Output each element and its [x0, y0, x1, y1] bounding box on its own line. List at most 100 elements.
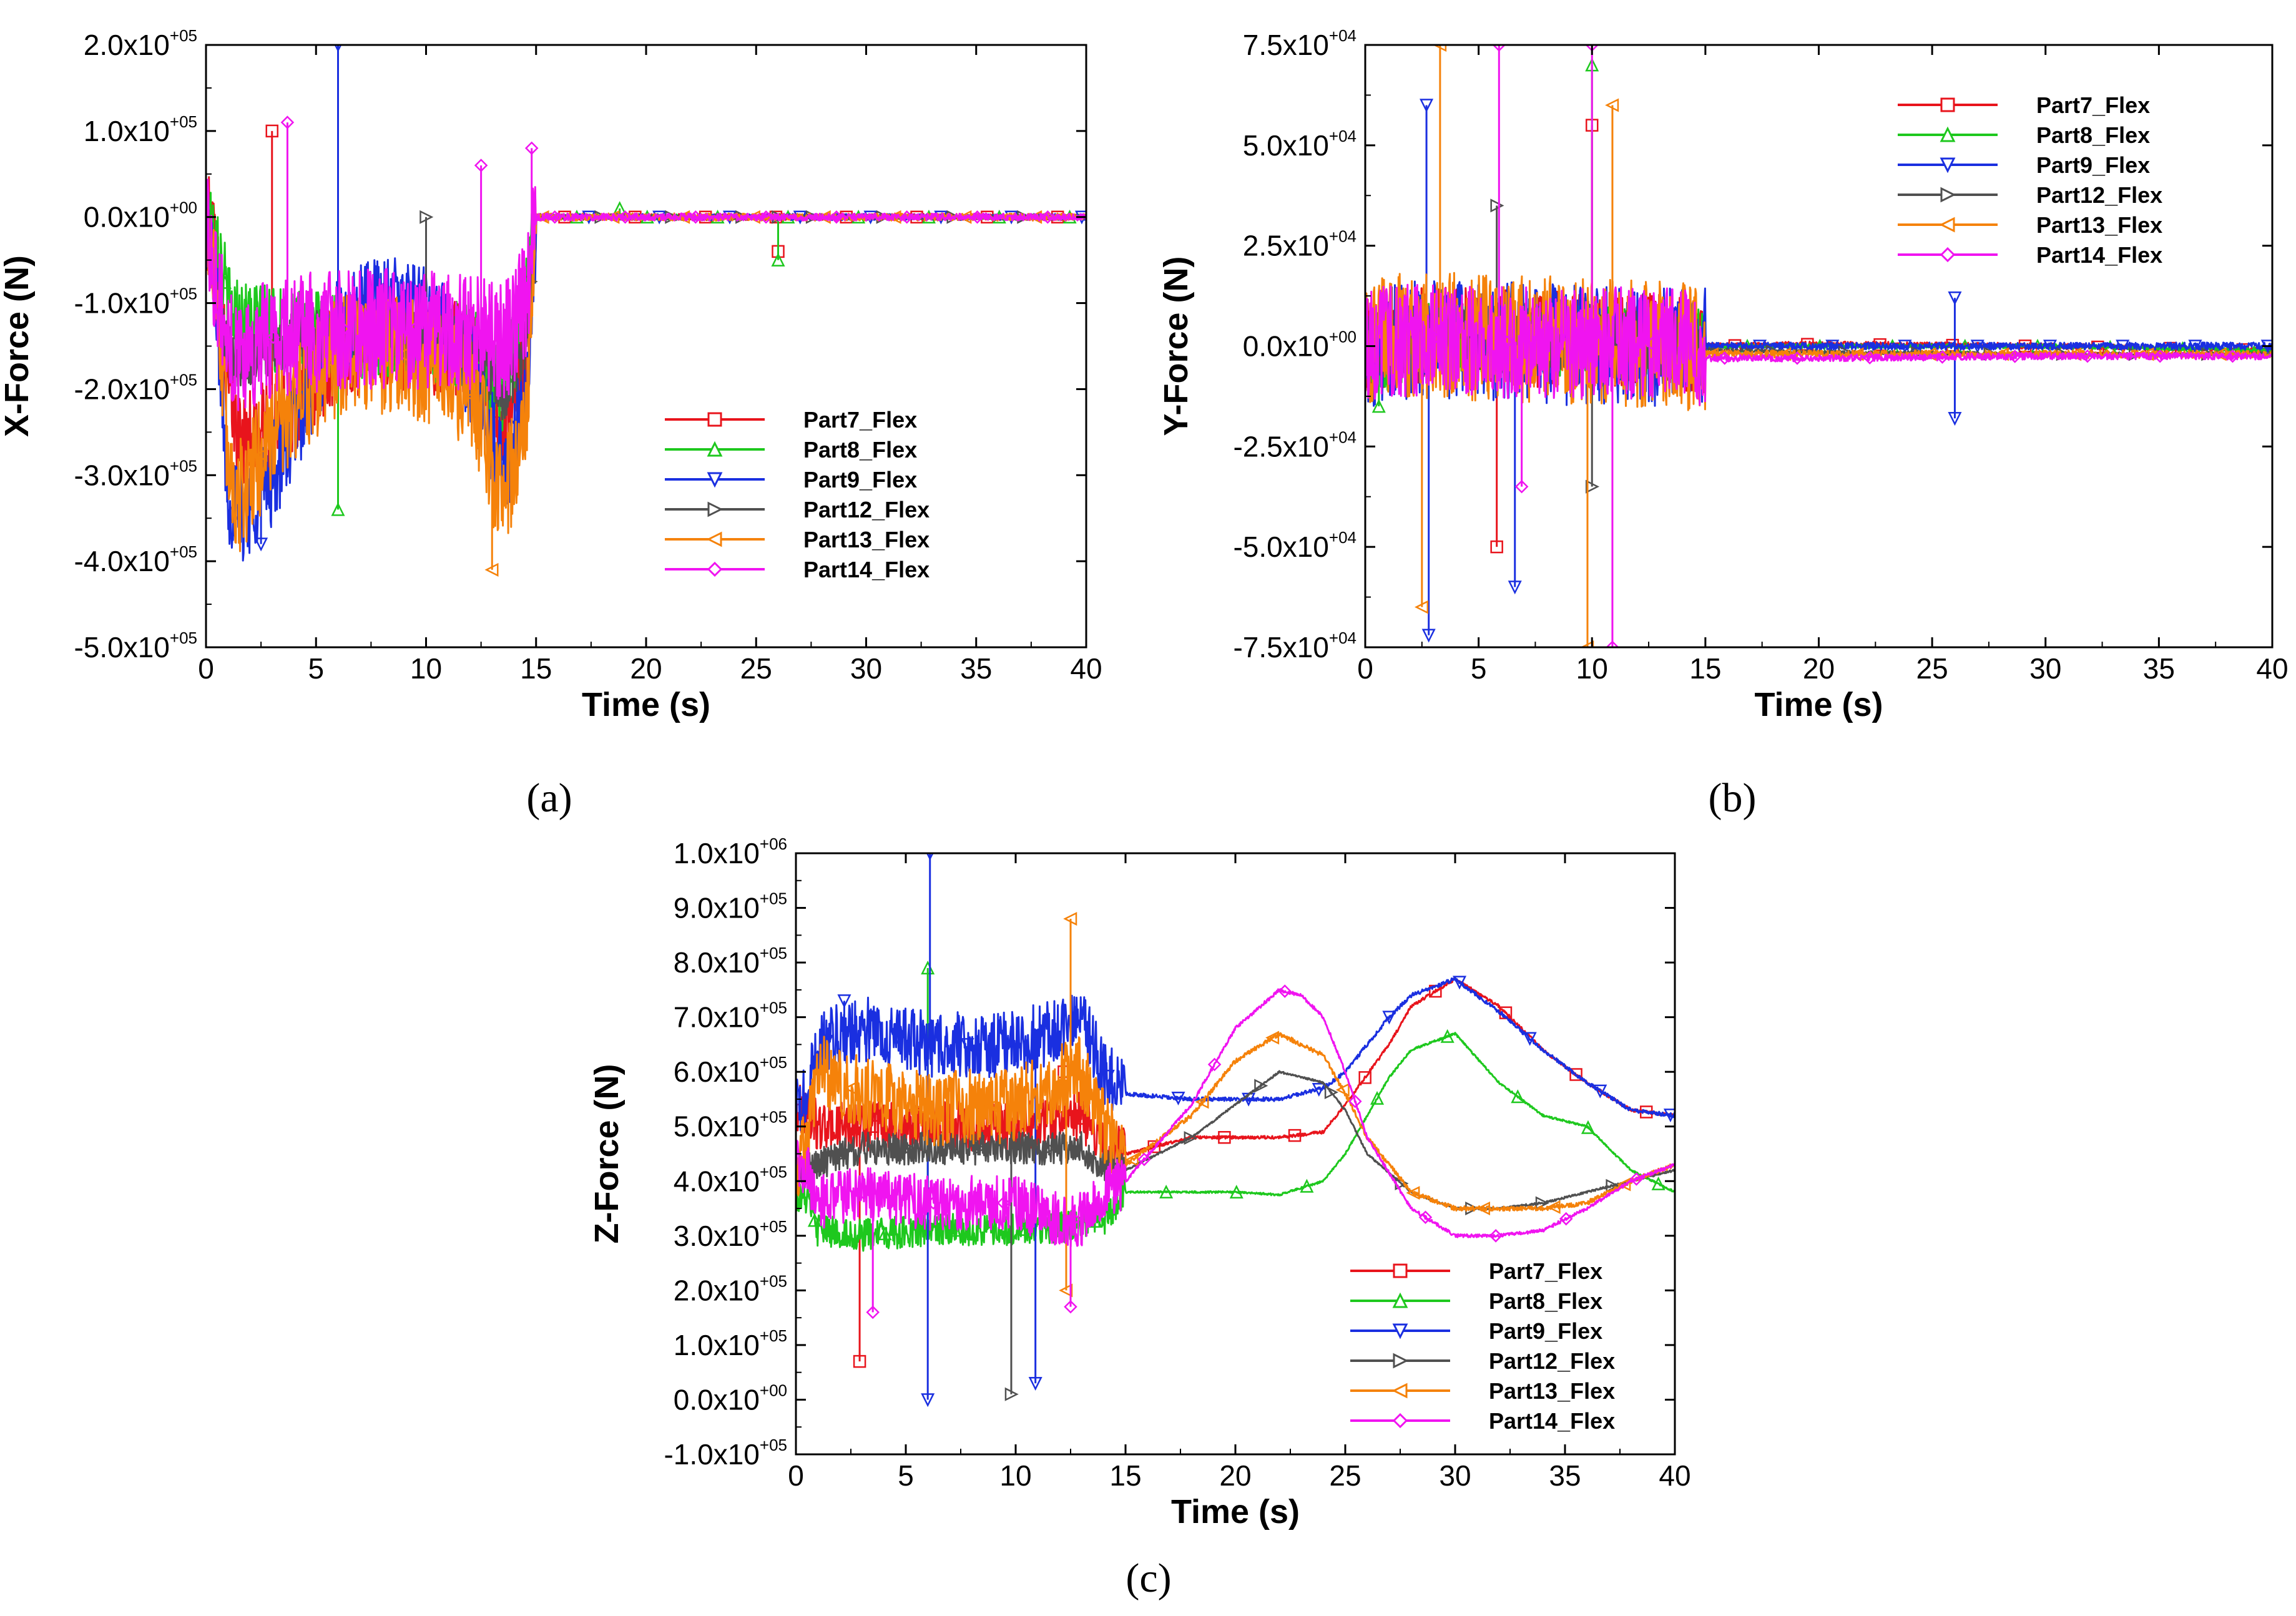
marker-Part9_Flex — [1031, 1030, 1045, 1044]
marker-Part13_Flex — [1546, 1200, 1561, 1214]
marker-Part14_Flex — [1428, 331, 1441, 345]
legend: Part7_Flex Part8_Flex Part9_Flex Part12_Fle… — [1350, 1258, 1615, 1434]
marker-Part13_Flex — [464, 389, 479, 404]
marker-Part13_Flex — [1059, 1283, 1073, 1298]
y-tick-label: -7.5x10+04 — [1233, 629, 1357, 664]
legend-label-Part14_Flex: Part14_Flex — [803, 557, 930, 582]
marker-Part14_Flex — [1645, 336, 1659, 350]
y-tick-label: 9.0x10+05 — [674, 889, 787, 924]
legend-label-Part12_Flex: Part12_Flex — [1489, 1348, 1615, 1374]
x-tick-label: 35 — [960, 652, 992, 685]
legend-label-Part8_Flex: Part8_Flex — [1489, 1288, 1602, 1314]
marker-Part14_Flex — [2153, 349, 2167, 363]
x-tick-label: 35 — [1549, 1459, 1581, 1492]
x-tick-label: 30 — [1439, 1459, 1471, 1492]
x-tick-label: 40 — [2256, 652, 2288, 685]
marker-Part14_Flex — [266, 330, 280, 345]
series-line-Part13_Flex — [796, 1031, 1675, 1212]
marker-Part14_Flex — [926, 1196, 940, 1210]
marker-Part14_Flex — [1348, 1094, 1362, 1109]
marker-Part9_Flex — [1825, 340, 1840, 354]
marker-Part7_Flex — [1490, 540, 1503, 554]
marker-Part14_Flex — [336, 322, 351, 336]
legend-label-Part13_Flex: Part13_Flex — [1489, 1378, 1615, 1404]
marker-Part13_Flex — [1580, 640, 1594, 647]
marker-Part14_Flex — [2008, 350, 2022, 363]
marker-Part14_Flex — [1514, 479, 1529, 494]
marker-Part13_Flex — [1054, 1074, 1069, 1089]
y-tick-label: 7.5x10+04 — [1243, 26, 1357, 61]
x-tick-label: 35 — [2143, 652, 2175, 685]
y-tick-label: -5.0x10+04 — [1233, 528, 1357, 563]
marker-Part12_Flex — [1324, 1085, 1338, 1100]
legend-marker-Part7_Flex — [1393, 1263, 1408, 1278]
marker-Part8_Flex — [807, 1213, 822, 1227]
x-tick-label: 5 — [898, 1459, 914, 1492]
y-tick-label: 5.0x10+04 — [1243, 127, 1357, 162]
marker-Part14_Flex — [1489, 1229, 1503, 1243]
marker-Part14_Flex — [524, 141, 539, 155]
y-tick-label: 4.0x10+05 — [674, 1162, 787, 1197]
legend: Part7_Flex Part8_Flex Part9_Flex Part12_Fle… — [665, 407, 930, 582]
marker-Part13_Flex — [1063, 912, 1077, 926]
marker-Part9_Flex — [1420, 99, 1434, 113]
legend: Part7_Flex Part8_Flex Part9_Flex Part12_Fle… — [1898, 92, 2162, 268]
y-tick-label: -1.0x10+05 — [664, 1436, 787, 1471]
legend-label-Part13_Flex: Part13_Flex — [2036, 212, 2162, 238]
marker-Part13_Flex — [843, 1081, 858, 1095]
marker-Part14_Flex — [1863, 351, 1877, 365]
y-tick-label: 2.5x10+04 — [1243, 227, 1357, 262]
legend-marker-Part9_Flex — [1940, 157, 1956, 174]
marker-Part9_Flex — [1508, 580, 1522, 595]
x-tick-label: 10 — [1576, 652, 1608, 685]
x-tick-label: 15 — [1109, 1459, 1141, 1492]
x-tick-label: 20 — [1219, 1459, 1251, 1492]
marker-Part8_Flex — [1229, 1185, 1244, 1199]
marker-Part12_Flex — [419, 210, 434, 224]
marker-Part7_Flex — [1288, 1129, 1302, 1142]
marker-Part14_Flex — [618, 210, 632, 224]
marker-Part14_Flex — [1137, 1152, 1151, 1167]
series-line-Part9_Flex — [796, 976, 1675, 1132]
x-tick-label: 20 — [1803, 652, 1835, 685]
y-tick-label: 1.0x10+05 — [674, 1326, 787, 1361]
legend-marker-Part7_Flex — [1940, 97, 1955, 112]
y-tick-label: 7.0x10+05 — [674, 999, 787, 1034]
marker-Part7_Flex — [1358, 1071, 1371, 1084]
legend-marker-Part14_Flex — [707, 561, 723, 577]
x-tick-label: 5 — [308, 652, 324, 685]
marker-Part9_Flex — [2043, 340, 2058, 354]
x-tick-label: 10 — [410, 652, 442, 685]
marker-Part13_Flex — [1617, 1177, 1631, 1192]
chart-panel-a: 0 5 10 15 20 25 30 35 40 2.0x10+05 1.0x10+05 0.0x10… — [0, 26, 1102, 723]
series-line-Part14_Flex — [796, 988, 1675, 1248]
x-tick-label: 30 — [2029, 652, 2061, 685]
marker-Part14_Flex — [280, 115, 295, 129]
marker-Part13_Flex — [1406, 1186, 1420, 1200]
marker-Part12_Flex — [1606, 1178, 1620, 1193]
x-tick-label: 40 — [1070, 652, 1102, 685]
marker-Part12_Flex — [832, 1150, 846, 1164]
marker-Part8_Flex — [331, 502, 345, 516]
marker-Part14_Flex — [478, 332, 491, 346]
legend-marker-Part12_Flex — [1393, 1353, 1409, 1369]
legend-marker-Part8_Flex — [1940, 126, 1956, 142]
marker-Part14_Flex — [759, 210, 773, 224]
x-axis-label: Time (s) — [582, 686, 710, 723]
marker-Part13_Flex — [484, 562, 499, 577]
y-tick-label: -4.0x10+05 — [74, 542, 197, 577]
marker-Part9_Flex — [1948, 412, 1962, 426]
marker-Part9_Flex — [1898, 340, 1912, 354]
caption-a: (a) — [526, 775, 572, 821]
legend-marker-Part13_Flex — [1391, 1383, 1408, 1399]
marker-Part14_Flex — [1572, 335, 1587, 349]
marker-Part14_Flex — [1790, 351, 1804, 365]
marker-Part8_Flex — [878, 1226, 892, 1240]
marker-Part14_Flex — [830, 210, 843, 224]
marker-Part9_Flex — [254, 537, 268, 552]
marker-Part14_Flex — [866, 1305, 880, 1320]
marker-Part14_Flex — [1717, 351, 1732, 365]
marker-Part12_Flex — [1004, 1387, 1019, 1401]
marker-Part9_Flex — [960, 1038, 974, 1052]
marker-Part9_Flex — [1171, 1091, 1185, 1105]
